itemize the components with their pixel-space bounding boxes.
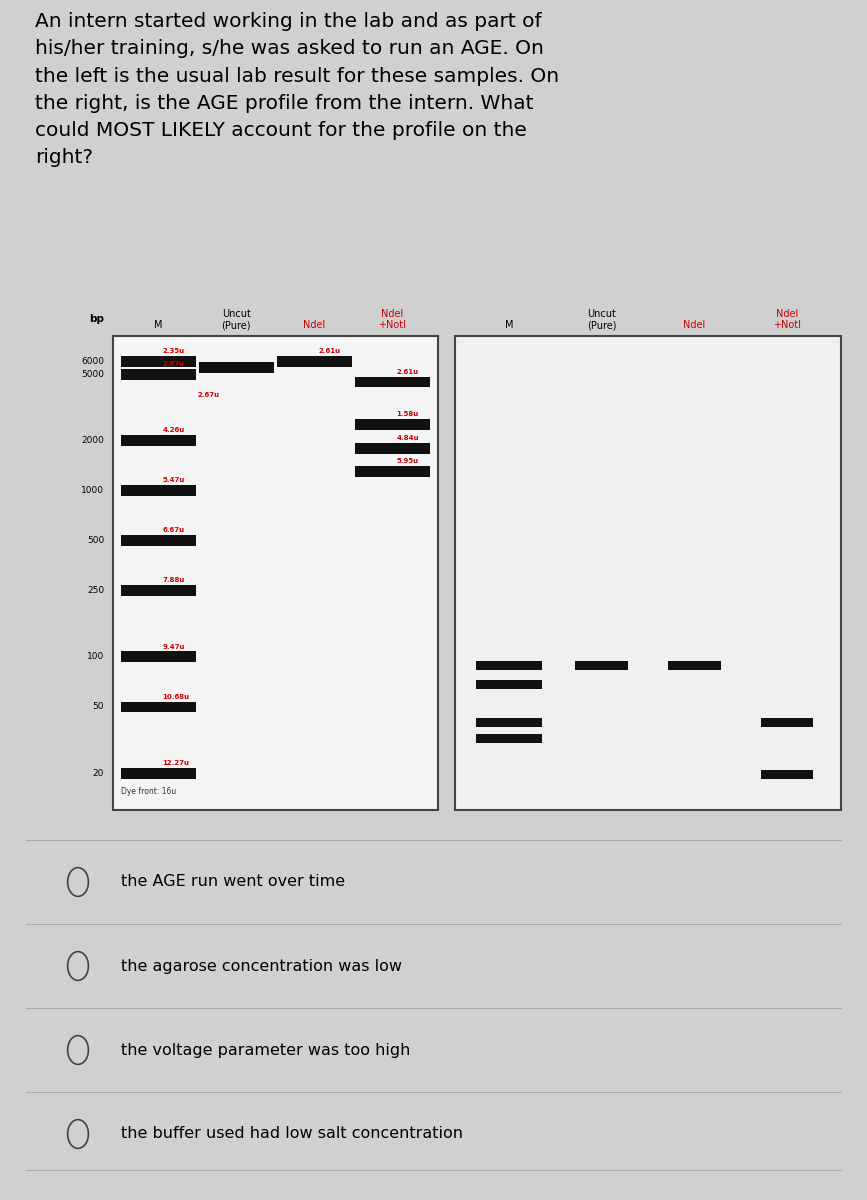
Text: 10.68u: 10.68u [163, 694, 190, 700]
Text: 100: 100 [87, 653, 104, 661]
Text: 50: 50 [93, 702, 104, 712]
Text: Ndel
+NotI: Ndel +NotI [773, 310, 801, 330]
Text: 5000: 5000 [81, 370, 104, 379]
Text: 500: 500 [87, 536, 104, 545]
Text: the voltage parameter was too high: the voltage parameter was too high [121, 1043, 411, 1057]
Text: 1.58u: 1.58u [397, 412, 419, 418]
Text: bp: bp [89, 314, 104, 324]
Text: 2.67u: 2.67u [163, 361, 185, 367]
Text: the agarose concentration was low: the agarose concentration was low [121, 959, 402, 973]
Text: 20: 20 [93, 769, 104, 778]
Text: 2000: 2000 [81, 436, 104, 445]
Text: 4.84u: 4.84u [397, 434, 420, 440]
Text: 250: 250 [87, 586, 104, 595]
Text: Dye front: 16u: Dye front: 16u [121, 787, 177, 796]
Text: 1000: 1000 [81, 486, 104, 496]
Text: Ndel
+NotI: Ndel +NotI [378, 310, 407, 330]
Text: 2.35u: 2.35u [163, 348, 185, 354]
Text: 5.47u: 5.47u [163, 478, 185, 484]
Text: M: M [505, 320, 513, 330]
Text: 2.61u: 2.61u [397, 368, 419, 374]
Text: An intern started working in the lab and as part of
his/her training, s/he was a: An intern started working in the lab and… [35, 12, 559, 167]
Text: M: M [154, 320, 162, 330]
Text: 12.27u: 12.27u [163, 760, 190, 766]
Text: 7.88u: 7.88u [163, 577, 185, 583]
Text: 6000: 6000 [81, 356, 104, 366]
Text: 2.61u: 2.61u [319, 348, 341, 354]
Text: Ndel: Ndel [303, 320, 325, 330]
Text: 4.26u: 4.26u [163, 427, 185, 433]
Text: Uncut
(Pure): Uncut (Pure) [221, 310, 251, 330]
Text: 5.95u: 5.95u [397, 458, 419, 464]
Text: 9.47u: 9.47u [163, 643, 185, 649]
Text: the AGE run went over time: the AGE run went over time [121, 875, 346, 889]
Text: 2.67u: 2.67u [197, 392, 219, 398]
Text: the buffer used had low salt concentration: the buffer used had low salt concentrati… [121, 1127, 463, 1141]
Text: Ndel: Ndel [683, 320, 706, 330]
Text: 6.67u: 6.67u [163, 528, 185, 534]
Text: Uncut
(Pure): Uncut (Pure) [587, 310, 616, 330]
